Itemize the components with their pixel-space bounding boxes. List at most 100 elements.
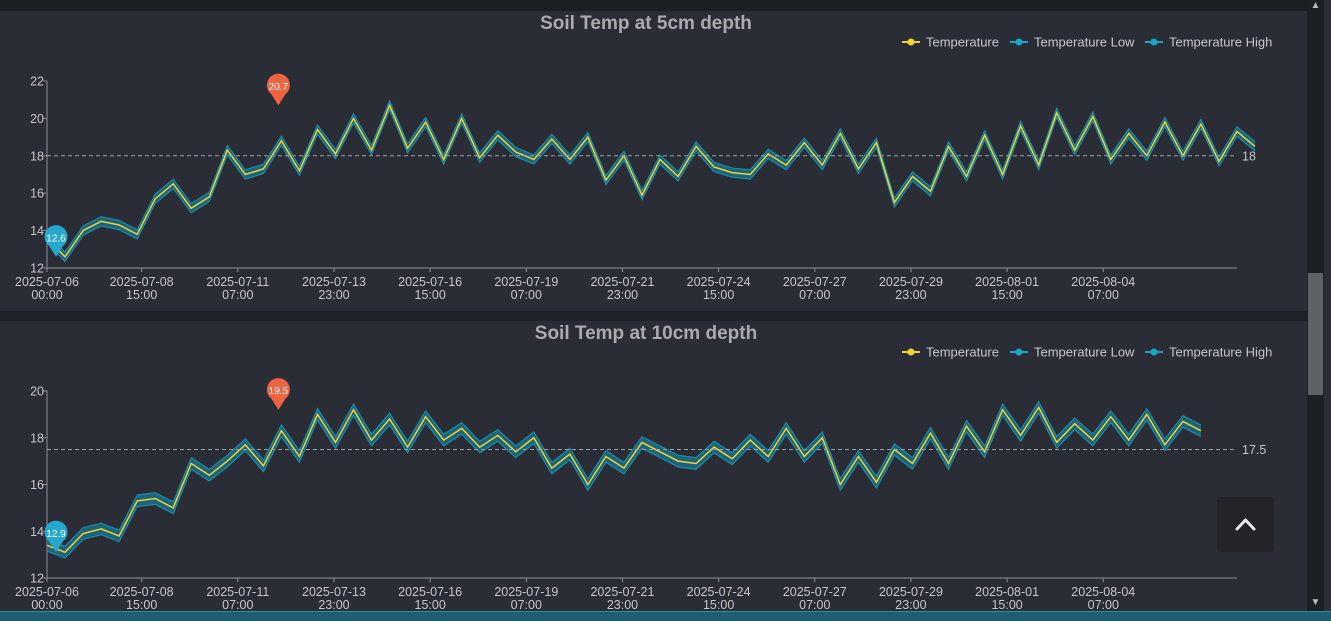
x-tick-label: 2025-07-21 23:00 (590, 275, 654, 302)
x-tick-time: 23:00 (318, 288, 349, 302)
x-tick-date: 2025-07-19 (494, 585, 558, 599)
x-tick-time: 15:00 (991, 598, 1022, 611)
x-tick-time: 07:00 (222, 598, 253, 611)
x-tick-label: 2025-08-01 15:00 (975, 585, 1039, 611)
x-tick-date: 2025-07-27 (783, 585, 847, 599)
x-tick-label: 2025-07-08 15:00 (110, 585, 174, 611)
min-point-marker: 12.6 (44, 225, 68, 257)
x-tick-time: 07:00 (511, 598, 542, 611)
x-tick-label: 2025-07-13 23:00 (302, 585, 366, 611)
legend-dot (1015, 348, 1023, 356)
legend-item: Temperature (902, 345, 999, 360)
legend-label: Temperature (926, 345, 999, 360)
window-edge (1324, 0, 1331, 611)
scrollbar-thumb[interactable] (1308, 273, 1323, 395)
x-tick-time: 15:00 (126, 598, 157, 611)
legend-item: Temperature Low (1010, 345, 1135, 360)
x-tick-time: 07:00 (799, 598, 830, 611)
y-tick-label: 20 (30, 112, 44, 126)
x-tick-time: 23:00 (607, 598, 638, 611)
x-tick-label: 2025-07-16 15:00 (398, 275, 462, 302)
y-tick-label: 14 (30, 525, 44, 539)
x-tick-date: 2025-07-19 (494, 275, 558, 289)
legend-label: Temperature (926, 35, 999, 50)
x-tick-date: 2025-07-13 (302, 275, 366, 289)
legend-label: Temperature Low (1034, 35, 1135, 50)
x-tick-label: 2025-07-27 07:00 (783, 585, 847, 611)
x-tick-date: 2025-07-27 (783, 275, 847, 289)
series-line-temperature-low (46, 412, 1202, 559)
max-point-marker-shape (266, 378, 290, 410)
x-tick-date: 2025-07-21 (590, 585, 654, 599)
x-tick-date: 2025-07-16 (398, 585, 462, 599)
x-tick-date: 2025-07-16 (398, 275, 462, 289)
x-tick-date: 2025-07-24 (687, 585, 751, 599)
x-tick-label: 2025-07-13 23:00 (302, 275, 366, 302)
x-tick-time: 15:00 (991, 288, 1022, 302)
max-point-marker-shape (266, 73, 290, 106)
x-tick-date: 2025-08-01 (975, 585, 1039, 599)
legend-item: Temperature High (1145, 35, 1272, 50)
legend-label: Temperature High (1169, 35, 1272, 50)
legend-label: Temperature High (1169, 345, 1272, 360)
back-to-top-button[interactable] (1217, 497, 1274, 552)
x-tick-time: 15:00 (415, 288, 446, 302)
legend-label: Temperature Low (1034, 345, 1135, 360)
legend-item: Temperature High (1145, 345, 1272, 360)
x-tick-label: 2025-07-11 07:00 (206, 275, 269, 302)
y-tick-label: 16 (30, 478, 44, 492)
max-point-marker-label: 19.5 (269, 386, 289, 397)
legend-dot (1015, 38, 1023, 46)
max-point-marker: 19.5 (266, 378, 290, 410)
series-line-temperature (46, 103, 1256, 258)
x-tick-label: 2025-07-06 00:00 (15, 275, 79, 302)
chevron-down-icon[interactable]: ▼ (1310, 597, 1321, 608)
x-tick-time: 15:00 (703, 288, 734, 302)
x-tick-date: 2025-08-04 (1071, 275, 1135, 289)
chart-title: Soil Temp at 10cm depth (535, 323, 757, 344)
series-line-temperature-high (46, 99, 1256, 253)
x-tick-label: 2025-08-04 07:00 (1071, 585, 1135, 611)
y-tick-label: 18 (30, 149, 44, 163)
x-tick-time: 07:00 (511, 288, 542, 302)
x-tick-time: 23:00 (318, 598, 349, 611)
x-tick-time: 23:00 (895, 288, 926, 302)
x-tick-time: 15:00 (126, 288, 157, 302)
chart-0: Soil Temp at 5cm depth Temperature Tempera… (15, 13, 1272, 302)
top-bar (0, 0, 1309, 11)
chart-title: Soil Temp at 5cm depth (540, 13, 752, 34)
max-point-marker-label: 20.7 (269, 82, 289, 93)
y-tick-label: 16 (30, 187, 44, 201)
y-tick-label: 20 (30, 385, 44, 399)
chart-panel-5cm (0, 11, 1307, 311)
x-tick-label: 2025-07-08 15:00 (110, 275, 174, 302)
chart-1: Soil Temp at 10cm depth Temperature Temper… (15, 323, 1272, 611)
series-line-temperature (46, 405, 1202, 554)
min-point-marker-label: 12.9 (46, 529, 66, 540)
x-tick-label: 2025-07-24 15:00 (687, 585, 751, 611)
min-point-marker: 12.9 (44, 520, 68, 553)
x-tick-label: 2025-07-29 23:00 (879, 275, 943, 302)
x-tick-label: 2025-07-11 07:00 (206, 585, 269, 611)
x-tick-date: 2025-07-21 (590, 275, 654, 289)
x-tick-label: 2025-07-06 00:00 (15, 585, 79, 611)
max-point-marker: 20.7 (266, 73, 290, 106)
x-tick-time: 15:00 (703, 598, 734, 611)
x-tick-date: 2025-07-29 (879, 585, 943, 599)
chevron-up-icon (1235, 518, 1256, 531)
legend-dot (1150, 348, 1158, 356)
x-tick-label: 2025-07-29 23:00 (879, 585, 943, 611)
y-tick-label: 18 (30, 431, 44, 445)
x-tick-date: 2025-08-04 (1071, 585, 1135, 599)
x-tick-date: 2025-07-13 (302, 585, 366, 599)
x-tick-label: 2025-07-16 15:00 (398, 585, 462, 611)
chevron-up-icon[interactable]: ▲ (1310, 0, 1321, 11)
x-tick-label: 2025-07-19 07:00 (494, 275, 558, 302)
x-tick-label: 2025-07-21 23:00 (590, 585, 654, 611)
x-tick-date: 2025-07-24 (687, 275, 751, 289)
x-tick-time: 23:00 (607, 288, 638, 302)
charts-svg: Soil Temp at 5cm depth Temperature Tempera… (15, 13, 1272, 611)
x-tick-date: 2025-07-11 (206, 275, 269, 289)
x-tick-time: 07:00 (799, 288, 830, 302)
legend-item: Temperature Low (1010, 35, 1135, 50)
